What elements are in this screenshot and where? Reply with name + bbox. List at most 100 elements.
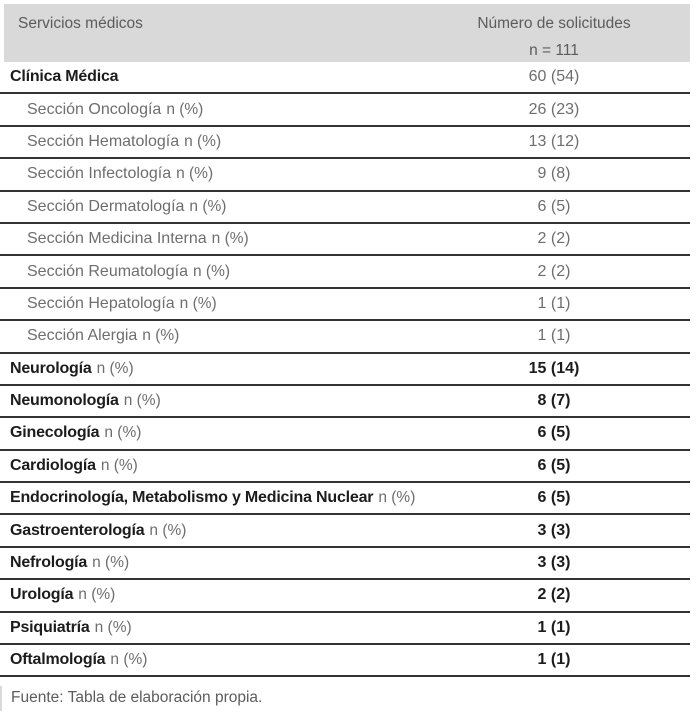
requests-value-cell: 3 (3) [537,554,571,572]
table-row: Sección Hepatología n (%) 1 (1) [0,288,690,322]
requests-value-cell: 2 (2) [537,262,571,280]
n-percent-suffix: n (%) [211,230,249,248]
n-percent-suffix: n (%) [166,100,204,118]
table-row: Neumonología n (%) 8 (7) [0,385,690,419]
table-row: Neurología n (%) 15 (14) [0,353,690,386]
requests-value-cell: 6 (5) [537,197,571,215]
service-name-cell: Endocrinología, Metabolismo y Medicina N… [0,489,418,507]
n-percent-suffix: n (%) [94,618,132,636]
service-name-cell: Sección Dermatología n (%) [0,198,418,216]
header-sample-size: n = 111 [529,42,579,59]
n-percent-suffix: n (%) [189,197,227,215]
requests-value-cell: 6 (5) [537,489,571,507]
requests-value-cell: 13 (12) [528,132,580,150]
n-percent-suffix: n (%) [110,651,148,669]
service-name: Clínica Médica [10,68,119,86]
service-name-cell: Neumonología n (%) [0,392,418,410]
service-name-cell: Sección Hematología n (%) [0,133,418,151]
service-name-cell: Ginecología n (%) [0,424,418,442]
n-percent-suffix: n (%) [192,262,231,280]
table-row: Sección Reumatología n (%) 2 (2) [0,256,690,289]
service-name: Sección Alergia [27,327,138,345]
service-name: Oftalmología [10,651,106,669]
header-cell-services: Servicios médicos [4,4,418,62]
service-name-cell: Sección Infectología n (%) [0,165,418,183]
requests-value-cell: 1 (1) [537,327,571,345]
table-row: Sección Medicina Interna n (%) 2 (2) [0,223,690,257]
n-percent-suffix: n (%) [123,392,161,410]
service-name: Ginecología [10,424,100,442]
service-name-cell: Sección Oncología n (%) [0,101,418,119]
table-row: Endocrinología, Metabolismo y Medicina N… [0,483,690,516]
service-name: Sección Infectología [27,165,172,183]
table-row: Nefrología n (%) 3 (3) [0,547,690,581]
requests-value-cell: 2 (2) [537,230,571,248]
table-row: Sección Infectología n (%) 9 (8) [0,159,690,192]
requests-value-cell: 6 (5) [537,456,571,474]
service-name: Sección Dermatología [27,197,185,215]
table-row: Gastroenterología n (%) 3 (3) [0,515,690,548]
table-row: Clínica Médica 60 (54) [0,62,690,95]
table-row: Urología n (%) 2 (2) [0,580,690,613]
requests-value-cell: 1 (1) [537,294,571,312]
n-percent-suffix: n (%) [176,165,214,183]
n-percent-suffix: n (%) [96,359,134,377]
service-name-cell: Urología n (%) [0,586,418,604]
requests-value-cell: 60 (54) [528,68,580,86]
service-name-cell: Cardiología n (%) [0,457,418,475]
table-header-row: Servicios médicos Número de solicitudes … [4,4,690,62]
n-percent-suffix: n (%) [142,327,180,345]
table-row: Cardiología n (%) 6 (5) [0,450,690,484]
service-name: Neurología [10,359,92,377]
service-name: Sección Hepatología [27,294,175,312]
header-cell-requests: Número de solicitudes n = 111 [418,4,690,62]
requests-value-cell: 26 (23) [528,100,580,118]
service-name: Neumonología [10,392,119,410]
table-row: Sección Alergia n (%) 1 (1) [0,321,690,354]
requests-value-cell: 1 (1) [537,651,571,669]
table-row: Psiquiatría n (%) 1 (1) [0,612,690,646]
table-row: Oftalmología n (%) 1 (1) [0,645,690,678]
service-name: Sección Hematología [27,132,180,150]
service-name-cell: Sección Medicina Interna n (%) [0,230,418,248]
service-name-cell: Sección Alergia n (%) [0,327,418,345]
requests-value-cell: 9 (8) [537,165,571,183]
source-note-text: Fuente: Tabla de elaboración propia. [11,689,263,707]
requests-value-cell: 6 (5) [537,424,571,442]
n-percent-suffix: n (%) [78,586,116,604]
service-name: Sección Medicina Interna [27,230,207,248]
table-source-note: Fuente: Tabla de elaboración propia. [0,686,697,712]
n-percent-suffix: n (%) [104,424,142,442]
requests-value-cell: 1 (1) [537,618,571,636]
requests-value-cell: 8 (7) [537,392,571,410]
table-row: Ginecología n (%) 6 (5) [0,418,690,451]
n-percent-suffix: n (%) [184,132,222,150]
n-percent-suffix: n (%) [378,489,416,507]
service-name: Cardiología [10,456,96,474]
table-row: Sección Hematología n (%) 13 (12) [0,126,690,160]
service-name: Nefrología [10,554,88,572]
service-name-cell: Nefrología n (%) [0,554,418,572]
service-name-cell: Gastroenterología n (%) [0,522,418,540]
service-name: Sección Reumatología [27,262,188,280]
service-name: Urología [10,586,74,604]
n-percent-suffix: n (%) [92,554,130,572]
service-name: Psiquiatría [10,618,90,636]
header-requests-label: Número de solicitudes [477,15,631,32]
header-services-label: Servicios médicos [18,15,143,32]
requests-value-cell: 3 (3) [537,521,571,539]
n-percent-suffix: n (%) [149,521,187,539]
requests-value-cell: 15 (14) [528,359,580,377]
table-row: Sección Dermatología n (%) 6 (5) [0,191,690,224]
n-percent-suffix: n (%) [100,456,138,474]
service-name-cell: Clínica Médica [0,68,418,86]
service-name: Sección Oncología [27,100,162,118]
service-name-cell: Psiquiatría n (%) [0,619,418,637]
service-name-cell: Sección Reumatología n (%) [0,263,418,281]
n-percent-suffix: n (%) [179,294,217,312]
service-name-cell: Oftalmología n (%) [0,651,418,669]
service-name-cell: Sección Hepatología n (%) [0,295,418,313]
table-rows: Clínica Médica 60 (54) Sección Oncología… [0,62,690,678]
